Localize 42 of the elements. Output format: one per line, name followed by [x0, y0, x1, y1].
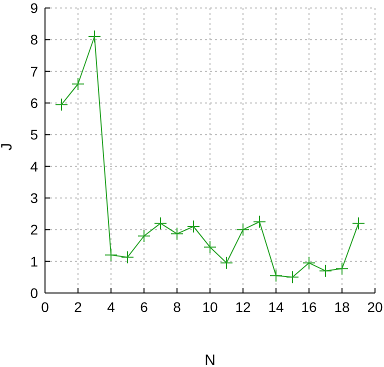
point — [236, 223, 250, 236]
y-axis-title: J — [0, 143, 16, 150]
point — [352, 216, 365, 230]
point — [72, 78, 84, 90]
point — [204, 240, 216, 254]
y-tick-label: 3 — [30, 190, 38, 206]
x-tick-label: 16 — [301, 298, 317, 315]
x-tick-label: 12 — [235, 298, 251, 315]
y-tick-label: 6 — [30, 94, 38, 111]
y-tick-label: 0 — [30, 284, 38, 301]
point — [253, 215, 266, 228]
x-tick-label: 0 — [41, 298, 50, 315]
x-tick-label: 14 — [268, 298, 284, 315]
point — [286, 270, 299, 284]
point — [55, 98, 68, 112]
x-tick-label: 18 — [334, 298, 350, 315]
y-tick-label: 5 — [30, 126, 38, 143]
point — [154, 216, 167, 230]
y-tick-label: 8 — [30, 32, 38, 48]
x-tick-label: 4 — [107, 298, 116, 315]
x-axis-title: N — [204, 352, 216, 367]
x-tick-label: 20 — [367, 298, 383, 315]
x-tick-label: 6 — [140, 298, 148, 315]
point — [319, 264, 332, 278]
point — [336, 262, 348, 276]
y-tick-label: 9 — [30, 0, 38, 16]
y-tick-label: 4 — [30, 158, 38, 174]
y-tick-label: 7 — [30, 63, 38, 80]
y-tick-label: 2 — [30, 222, 38, 238]
point — [104, 248, 118, 262]
y-tick-label: 1 — [30, 253, 38, 270]
point — [220, 256, 233, 270]
point — [138, 230, 150, 242]
point — [302, 256, 316, 270]
x-tick-label: 10 — [202, 298, 218, 315]
point — [88, 30, 101, 43]
point — [121, 250, 134, 264]
x-tick-label: 2 — [74, 298, 82, 315]
point — [170, 227, 184, 240]
point — [270, 269, 282, 282]
x-tick-label: 8 — [173, 298, 182, 315]
point — [187, 220, 200, 233]
